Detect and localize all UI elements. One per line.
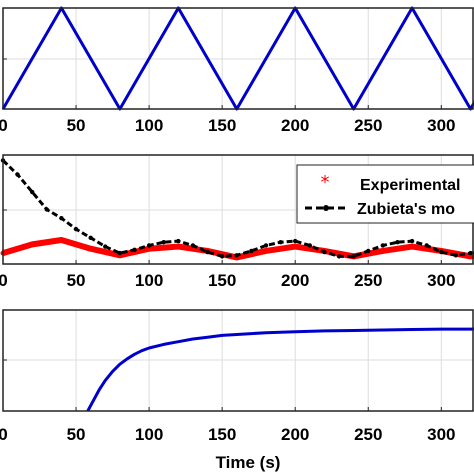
x-tick-label: 50 (67, 425, 86, 444)
x-tick-label: 50 (67, 116, 86, 135)
series-line (86, 327, 474, 412)
series-zubieta-point (44, 207, 50, 212)
subplot-2: 0 50 100 150 200 250 300 * Experimental Zubieta's… (0, 154, 474, 290)
x-tick-label: 300 (427, 116, 455, 135)
series-zubieta-point (278, 240, 283, 245)
series-zubieta-point (336, 254, 342, 259)
series-experimental-point (175, 244, 181, 250)
series-zubieta-point (30, 189, 35, 195)
series-zubieta-point (322, 249, 327, 255)
x-tick-label: 100 (135, 116, 163, 135)
x-tick-label: 100 (135, 425, 163, 444)
series-zubieta-point (409, 238, 415, 244)
series-experimental-point (409, 244, 415, 250)
x-axis-label: Time (s) (216, 453, 281, 472)
series-zubieta-point (88, 235, 93, 241)
series-zubieta-point (439, 249, 444, 255)
legend-marker-experimental: * (321, 172, 330, 193)
x-tick-label: 150 (208, 116, 236, 135)
subplot-3: 0 50 100 150 200 250 300 Time (s) (0, 309, 474, 472)
x-tick-label: 300 (427, 425, 455, 444)
series-zubieta-point (453, 253, 459, 258)
x-tick-label: 0 (0, 271, 8, 290)
series-zubieta-point (161, 240, 166, 245)
legend-marker-zubieta (323, 205, 329, 211)
series-zubieta-point (73, 226, 79, 232)
x-tick-label: 100 (135, 271, 163, 290)
series-zubieta-point (103, 244, 108, 249)
series-experimental-point (263, 248, 269, 254)
series-zubieta-point (234, 253, 239, 258)
series-zubieta-point (176, 238, 181, 244)
subplot-1: 0 50 100 150 200 250 300 (0, 6, 474, 135)
legend-box (296, 164, 474, 224)
series-zubieta-point (380, 243, 386, 248)
legend-label-zubieta: Zubieta's mo (357, 201, 455, 218)
series-experimental-point (58, 237, 64, 243)
x-tick-label: 200 (281, 116, 309, 135)
x-tick-label: 50 (67, 271, 86, 290)
series-experimental-point (380, 248, 386, 254)
series-zubieta-point (59, 216, 64, 221)
series-zubieta-point (249, 248, 254, 254)
series-zubieta-point (205, 249, 210, 255)
x-tick-label: 250 (354, 425, 382, 444)
x-tick-label: 150 (208, 271, 236, 290)
series-zubieta-point (132, 247, 137, 253)
series-experimental-point (146, 246, 152, 252)
series-zubieta-point (366, 248, 371, 254)
series-zubieta-point (15, 172, 20, 177)
series-zubieta-point (263, 243, 269, 248)
series-experimental-point (292, 244, 298, 250)
series-zubieta-point (424, 243, 429, 248)
series-experimental-point (468, 253, 474, 259)
series-zubieta-point (395, 240, 400, 245)
series-zubieta-point (351, 254, 356, 259)
x-tick-label: 200 (281, 271, 309, 290)
x-tick-label: 300 (427, 271, 455, 290)
x-tick-label: 250 (354, 116, 382, 135)
series-zubieta-point (468, 250, 473, 256)
series-zubieta-point (307, 243, 313, 248)
series-zubieta-point (293, 238, 298, 244)
series-zubieta-point (117, 250, 123, 256)
series-zubieta-point (219, 254, 225, 259)
x-tick-label: 150 (208, 425, 236, 444)
series-zubieta-point (146, 243, 152, 248)
x-tick-label: 0 (0, 116, 8, 135)
series-experimental-point (88, 246, 94, 252)
legend-label-experimental: Experimental (360, 177, 460, 194)
series-zubieta-point (190, 243, 196, 248)
x-tick-label: 200 (281, 425, 309, 444)
legend: * Experimental Zubieta's mo (296, 164, 474, 224)
x-tick-label: 250 (354, 271, 382, 290)
x-tick-label: 0 (0, 425, 8, 444)
series-experimental-point (29, 241, 35, 247)
